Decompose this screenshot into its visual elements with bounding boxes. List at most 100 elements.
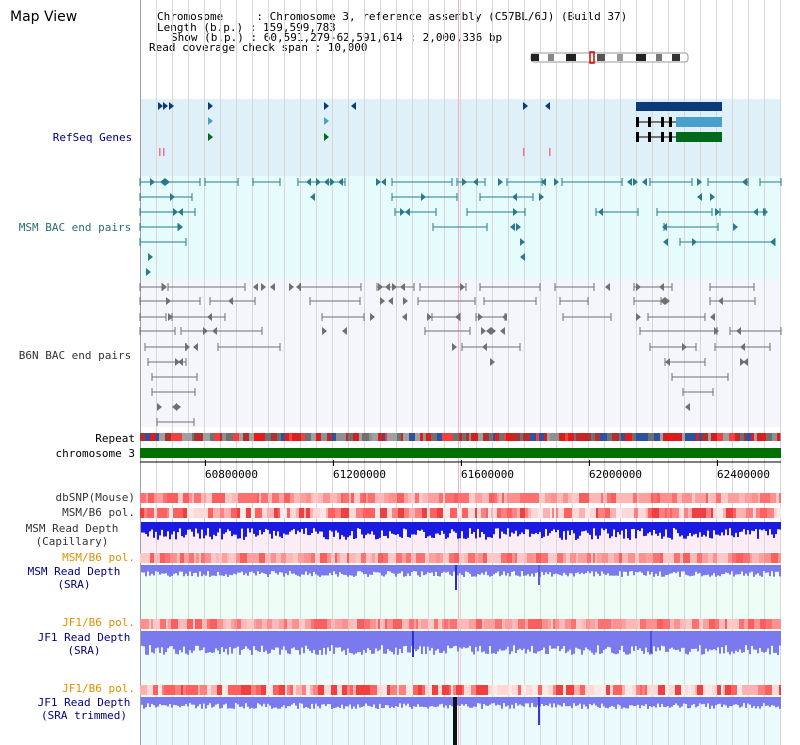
jf1-sra-depth-bar — [355, 631, 357, 654]
track-label-dbsnp[interactable]: dbSNP(Mouse) — [55, 491, 135, 504]
jf1-trimmed-depth-bar — [253, 697, 255, 709]
repeat-segment — [708, 433, 711, 441]
b6n-bac-glyphs[interactable] — [139, 283, 782, 426]
capillary-depth-bar — [371, 522, 373, 532]
jf1-trimmed-depth-bar — [497, 697, 499, 705]
jf1-trimmed-depth-bar — [655, 697, 657, 708]
capillary-depth-bar — [165, 522, 167, 537]
track-label-msm-depth-sra[interactable]: MSM Read Depth (SRA) — [27, 565, 121, 591]
capillary-depth-bar — [689, 522, 691, 533]
msm-bac-arrow — [150, 178, 155, 186]
msm-bac-arrow — [165, 178, 170, 186]
polymorphism-segment — [697, 553, 702, 563]
polymorphism-segment — [411, 493, 415, 503]
polymorphism-segment — [566, 685, 571, 695]
polymorphism-segment — [231, 619, 234, 629]
repeat-segment — [772, 433, 777, 441]
capillary-depth-bar — [245, 522, 247, 537]
polymorphism-segment — [192, 493, 194, 503]
track-label-msm-b6-pol-2[interactable]: MSM/B6 pol. — [62, 551, 135, 564]
polymorphism-segment — [548, 553, 550, 563]
polymorphism-segment — [259, 553, 265, 563]
capillary-depth-bar — [167, 522, 169, 532]
polymorphism-segment — [660, 553, 663, 563]
capillary-depth-bar — [565, 522, 567, 540]
refseq-gene-glyphs[interactable] — [158, 102, 722, 156]
capillary-depth-bar — [409, 522, 411, 538]
polymorphism-segment — [140, 553, 147, 563]
track-label-jf1-depth-trimmed[interactable]: JF1 Read Depth (SRA trimmed) — [37, 696, 131, 722]
b6n-bac-arrow — [660, 297, 665, 305]
repeat-segment — [607, 433, 612, 441]
capillary-depth-bar — [765, 522, 767, 532]
polymorphism-segment — [457, 619, 462, 629]
track-label-msm-bac[interactable]: MSM BAC end pairs — [18, 221, 132, 234]
msm-sra-depth-bar — [173, 565, 175, 574]
jf1-trimmed-depth-bar — [647, 697, 649, 709]
capillary-depth-bar — [193, 522, 195, 537]
jf1-trimmed-depth-bar — [285, 697, 287, 709]
jf1-sra-depth-bar — [667, 631, 669, 652]
capillary-depth-bar — [263, 522, 265, 533]
track-label-msm-depth-capillary[interactable]: MSM Read Depth (Capillary) — [25, 522, 119, 548]
jf1-trimmed-depth-bar — [615, 697, 617, 709]
polymorphism-segment — [507, 493, 513, 503]
capillary-depth-bar — [367, 522, 369, 534]
polymorphism-segment — [427, 508, 430, 518]
jf1-sra-depth-bar — [229, 631, 231, 647]
track-label-msm-b6-pol-1[interactable]: MSM/B6 pol. — [62, 506, 135, 519]
capillary-depth-bar — [755, 522, 757, 530]
polymorphism-segment — [331, 619, 335, 629]
track-label-jf1-b6-pol-1[interactable]: JF1/B6 pol. — [62, 616, 135, 629]
track-label-jf1-depth-sra[interactable]: JF1 Read Depth (SRA) — [37, 631, 131, 657]
polymorphism-segment — [222, 553, 224, 563]
jf1-sra-depth-bar — [705, 631, 707, 649]
chromosome-ideogram[interactable] — [530, 51, 689, 64]
jf1-trimmed-depth-bar — [191, 697, 193, 705]
jf1-sra-depth-bar — [369, 631, 371, 651]
track-label-refseq[interactable]: RefSeq Genes — [52, 131, 133, 144]
msm-sra-depth-bar — [599, 565, 601, 576]
msm-sra-depth-bar — [711, 565, 713, 576]
jf1-sra-depth-bar — [589, 631, 591, 651]
capillary-depth-bar — [235, 522, 237, 535]
jf1-trimmed-depth-bar — [717, 697, 719, 705]
jf1-trimmed-depth-bar — [569, 697, 571, 706]
track-label-b6n-bac[interactable]: B6N BAC end pairs — [18, 349, 132, 362]
polymorphism-segment — [645, 685, 647, 695]
msm-sra-depth-bar — [225, 565, 227, 575]
polymorphism-segment — [627, 508, 632, 518]
jf1-trimmed-depth-bar — [535, 697, 537, 708]
polymorphism-segment — [600, 685, 606, 695]
jf1-sra-depth-bar — [331, 631, 333, 646]
jf1-trimmed-depth-bar — [443, 697, 445, 708]
polymorphism-segment — [760, 508, 767, 518]
capillary-depth-bar — [515, 522, 517, 531]
capillary-depth-bar — [609, 522, 611, 539]
polymorphism-segment — [603, 493, 607, 503]
msm-sra-depth-bar — [755, 565, 757, 575]
polymorphism-segment — [371, 493, 375, 503]
msm-sra-depth-bar — [177, 565, 179, 576]
jf1-sra-depth-bar — [385, 631, 387, 654]
msm-sra-depth-bar — [713, 565, 715, 574]
track-label-jf1-b6-pol-2[interactable]: JF1/B6 pol. — [62, 682, 135, 695]
polymorphism-segment — [481, 508, 486, 518]
capillary-depth-bar — [315, 522, 317, 532]
polymorphism-segment — [183, 508, 187, 518]
jf1-trimmed-depth-bar — [221, 697, 223, 709]
polymorphism-segment — [192, 685, 198, 695]
polymorphism-segment — [144, 508, 147, 518]
msm-sra-depth-bar — [217, 565, 219, 572]
repeat-segment — [737, 433, 740, 441]
jf1-trimmed-depth-bar — [363, 697, 365, 707]
polymorphism-segment — [663, 619, 670, 629]
b6n-bac-arrow — [342, 327, 347, 335]
jf1-trimmed-depth-bar — [347, 697, 349, 707]
polymorphism-segment — [701, 493, 706, 503]
msm-bac-glyphs[interactable] — [139, 178, 782, 276]
polymorphism-segment — [153, 685, 158, 695]
jf1-sra-depth-bar-spike — [412, 631, 414, 657]
jf1-sra-depth-bar — [247, 631, 249, 649]
msm-sra-depth-bar — [347, 565, 349, 577]
